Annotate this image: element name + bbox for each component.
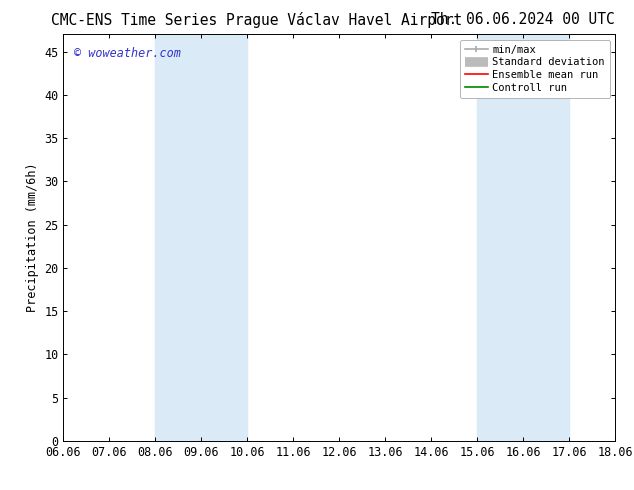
Text: Th. 06.06.2024 00 UTC: Th. 06.06.2024 00 UTC: [431, 12, 615, 27]
Bar: [155, 34, 247, 441]
Y-axis label: Precipitation (mm/6h): Precipitation (mm/6h): [26, 163, 39, 313]
Text: CMC-ENS Time Series Prague Václav Havel Airport: CMC-ENS Time Series Prague Václav Havel …: [51, 12, 462, 28]
Legend: min/max, Standard deviation, Ensemble mean run, Controll run: min/max, Standard deviation, Ensemble me…: [460, 40, 610, 98]
Bar: [477, 34, 569, 441]
Text: © woweather.com: © woweather.com: [74, 47, 181, 59]
